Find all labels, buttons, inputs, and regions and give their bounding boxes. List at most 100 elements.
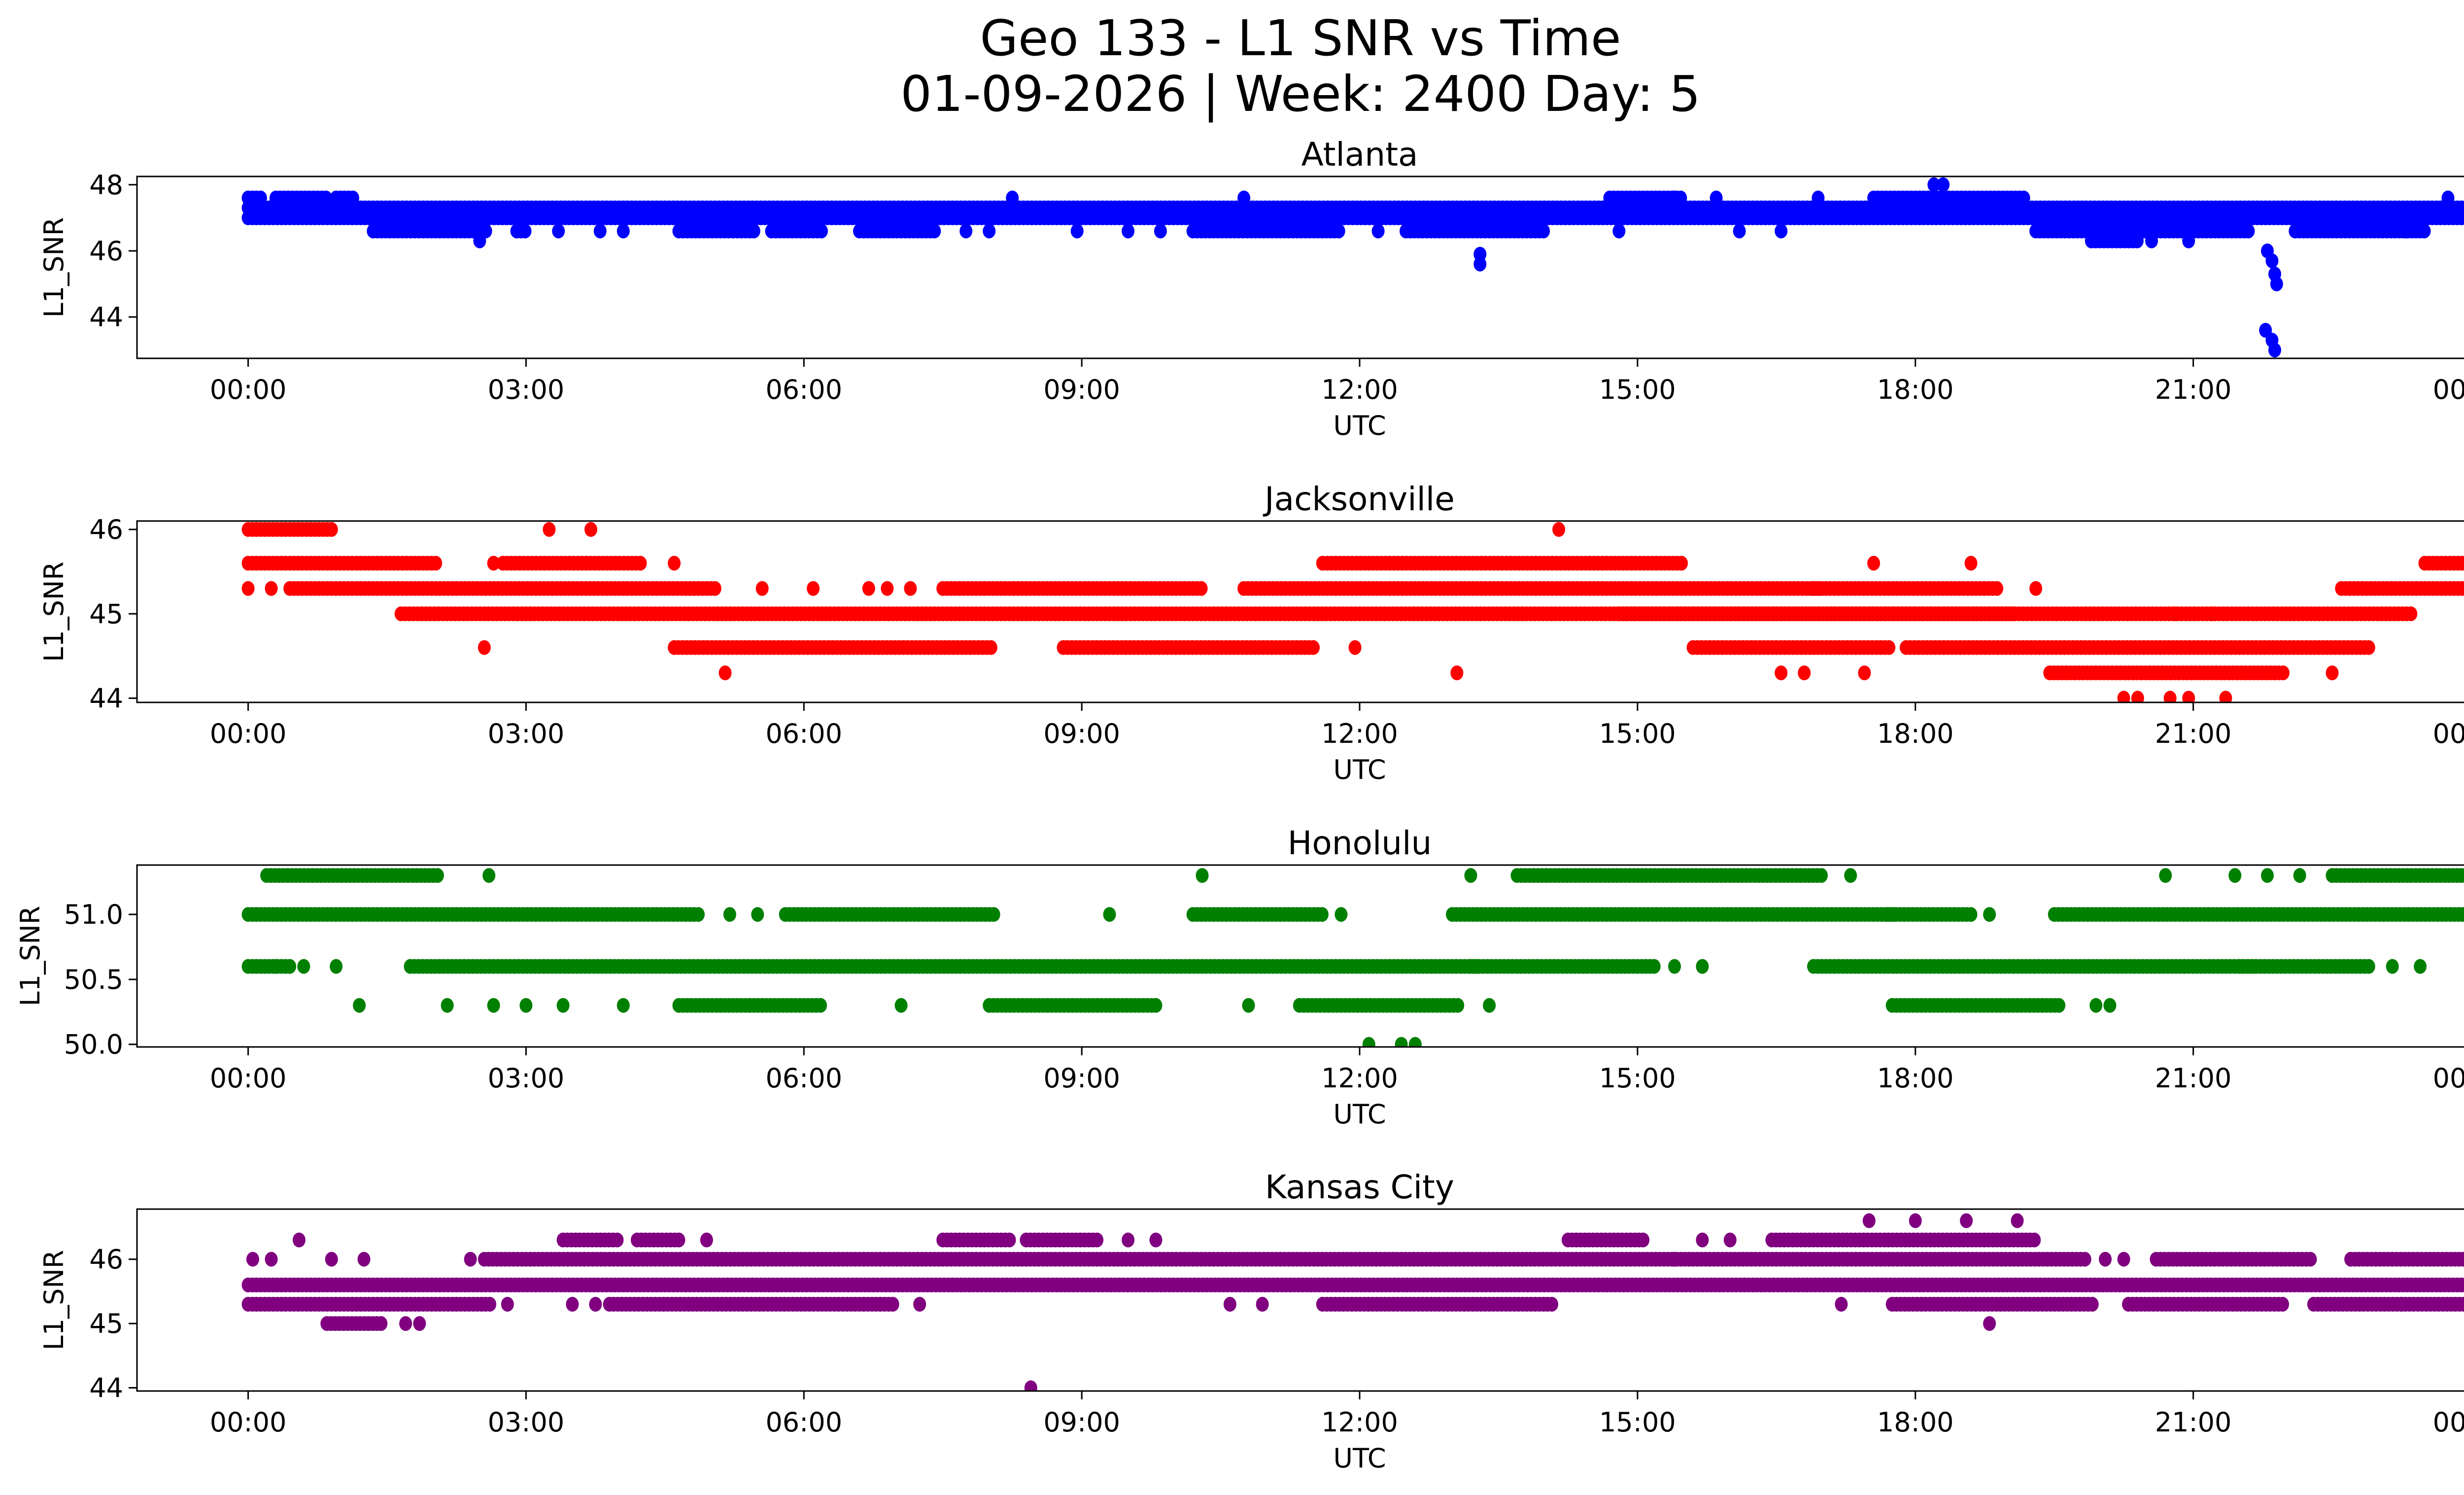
y-axis-label: L1_SNR bbox=[15, 906, 46, 1007]
figure-title-line1: Geo 133 - L1 SNR vs Time bbox=[980, 9, 1621, 67]
data-point bbox=[1332, 223, 1345, 239]
data-point bbox=[1154, 223, 1167, 239]
data-point bbox=[928, 223, 941, 239]
data-point bbox=[265, 581, 278, 596]
y-tick-label: 50.5 bbox=[64, 964, 123, 995]
data-point bbox=[2293, 868, 2306, 883]
data-point bbox=[1647, 959, 1661, 974]
data-point bbox=[616, 998, 630, 1013]
data-point bbox=[1867, 556, 1881, 571]
x-tick-label: 00:00 bbox=[2433, 374, 2464, 405]
data-point bbox=[2414, 959, 2427, 974]
data-point bbox=[668, 556, 681, 571]
y-tick-label: 46 bbox=[89, 236, 123, 267]
data-point bbox=[904, 581, 917, 596]
data-point bbox=[983, 223, 996, 239]
data-point bbox=[325, 522, 338, 537]
data-point bbox=[2270, 277, 2283, 291]
data-point bbox=[519, 998, 533, 1013]
data-point bbox=[1395, 1037, 1408, 1047]
x-tick-label: 18:00 bbox=[1877, 718, 1954, 749]
data-point bbox=[634, 556, 647, 571]
data-point bbox=[2205, 606, 2219, 622]
data-point bbox=[375, 1316, 388, 1331]
scatter-series bbox=[241, 522, 2464, 702]
data-point bbox=[1812, 190, 1825, 206]
data-point bbox=[2131, 691, 2144, 702]
data-point bbox=[1348, 640, 1362, 655]
y-axis-label: L1_SNR bbox=[38, 217, 69, 318]
data-point bbox=[1710, 190, 1723, 206]
data-point bbox=[487, 556, 500, 571]
data-point bbox=[254, 190, 267, 206]
x-tick-label: 09:00 bbox=[1043, 718, 1120, 749]
data-point bbox=[2117, 691, 2130, 702]
data-point bbox=[894, 998, 908, 1013]
data-point bbox=[1006, 190, 1019, 206]
data-point bbox=[1371, 223, 1385, 239]
data-point bbox=[2017, 190, 2030, 206]
data-point bbox=[2029, 581, 2043, 596]
data-point bbox=[2459, 210, 2464, 225]
x-tick-label: 21:00 bbox=[2155, 1063, 2232, 1094]
data-point bbox=[593, 223, 607, 239]
data-point bbox=[1103, 907, 1116, 922]
data-point bbox=[2219, 691, 2232, 702]
data-point bbox=[1844, 868, 1857, 883]
figure-title-line2: 01-09-2026 | Week: 2400 Day: 5 bbox=[900, 65, 1700, 123]
data-point bbox=[1675, 556, 1688, 571]
x-tick-label: 06:00 bbox=[765, 374, 842, 405]
data-point bbox=[1927, 177, 1941, 192]
data-point bbox=[1451, 998, 1465, 1013]
x-tick-label: 03:00 bbox=[488, 374, 565, 405]
y-axis-label: L1_SNR bbox=[38, 561, 69, 662]
subplot-panels: Atlanta 00:00 03:00 06:00 09:00 12:00 15:00 18:… bbox=[15, 136, 2464, 1474]
data-point bbox=[1307, 640, 1320, 655]
data-point bbox=[1473, 256, 1487, 272]
data-point bbox=[518, 223, 532, 239]
data-point bbox=[431, 868, 444, 883]
data-point bbox=[2461, 907, 2464, 921]
data-point bbox=[441, 998, 454, 1013]
data-point bbox=[1990, 581, 2004, 596]
data-point bbox=[2168, 606, 2181, 622]
data-point bbox=[2089, 998, 2103, 1013]
data-point bbox=[2326, 665, 2339, 681]
data-point bbox=[1483, 998, 1496, 1013]
data-point bbox=[483, 1297, 497, 1312]
data-point bbox=[881, 581, 894, 596]
data-point bbox=[1537, 223, 1550, 239]
data-point bbox=[2228, 868, 2242, 883]
data-point bbox=[1815, 868, 1828, 883]
data-point bbox=[2159, 868, 2172, 883]
x-tick-label: 06:00 bbox=[765, 1063, 842, 1094]
y-tick-label: 46 bbox=[89, 514, 123, 545]
x-tick-label: 03:00 bbox=[488, 718, 565, 749]
x-tick-label: 00:00 bbox=[2433, 718, 2464, 749]
x-tick-label: 15:00 bbox=[1599, 1063, 1676, 1094]
data-point bbox=[1983, 907, 1996, 922]
data-point bbox=[269, 959, 282, 974]
data-point bbox=[2242, 223, 2255, 239]
scatter-series bbox=[241, 868, 2464, 1047]
data-point bbox=[2460, 556, 2464, 570]
subplot-title: Kansas City bbox=[1265, 1168, 1454, 1206]
data-point bbox=[482, 868, 496, 883]
data-point bbox=[2276, 665, 2290, 681]
data-point bbox=[1882, 640, 1896, 655]
data-point bbox=[616, 223, 630, 239]
x-tick-label: 12:00 bbox=[1321, 718, 1398, 749]
x-tick-label: 00:00 bbox=[210, 374, 287, 405]
data-point bbox=[862, 581, 875, 596]
data-point bbox=[297, 959, 310, 974]
data-point bbox=[2163, 691, 2177, 702]
data-point bbox=[755, 581, 769, 596]
data-point bbox=[2459, 1278, 2464, 1292]
subplot-title: Atlanta bbox=[1301, 136, 1418, 174]
x-tick-label: 21:00 bbox=[2155, 718, 2232, 749]
data-point bbox=[1964, 907, 1978, 922]
data-point bbox=[719, 665, 732, 681]
data-point bbox=[2362, 640, 2375, 655]
